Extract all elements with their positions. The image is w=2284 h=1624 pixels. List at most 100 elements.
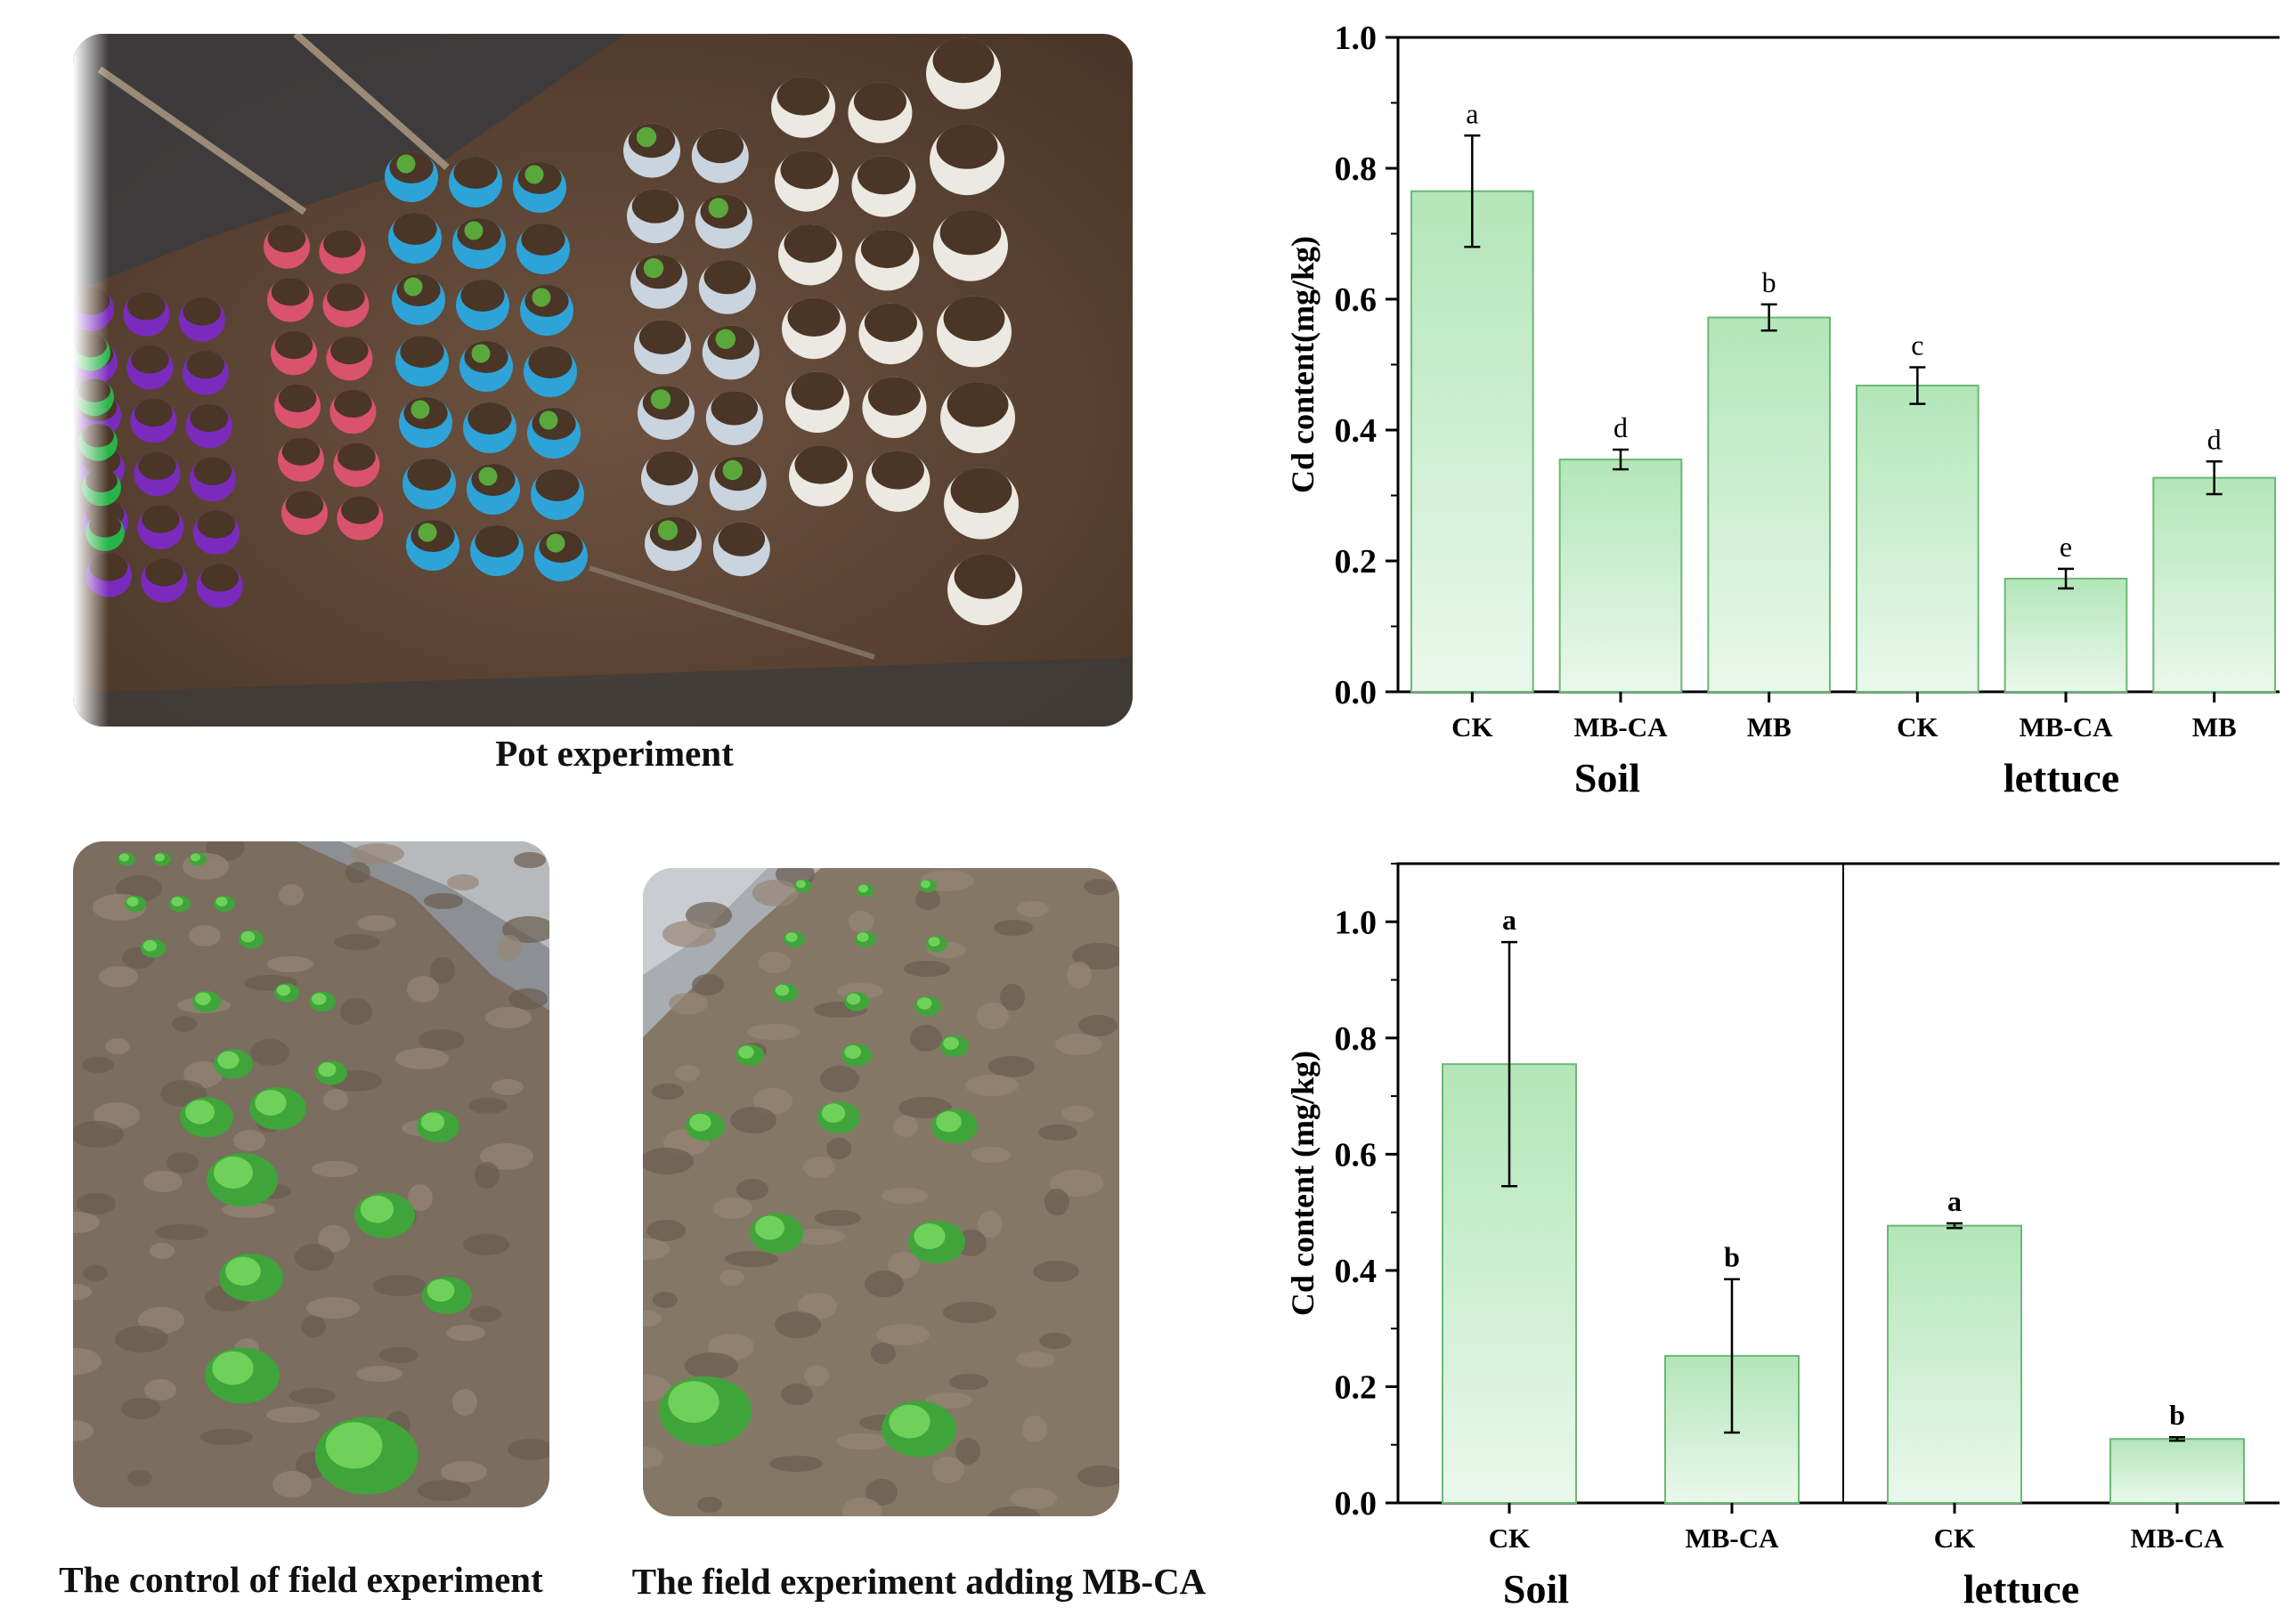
lettuce-leaf (276, 984, 291, 996)
soil-clod (1084, 879, 1116, 895)
lettuce-leaf (325, 1422, 383, 1469)
pot-soil (703, 260, 752, 295)
soil-clod (289, 1388, 336, 1404)
soil-clod (144, 1379, 176, 1401)
soil-clod (199, 1429, 253, 1445)
soil-clod (747, 1024, 801, 1040)
lettuce-leaf (755, 1215, 784, 1240)
soil-clod (898, 1097, 952, 1118)
soil-clod (222, 1202, 275, 1218)
group-label: Soil (1574, 755, 1640, 800)
soil-clod (379, 1347, 419, 1363)
bar (1707, 316, 1832, 693)
seedling (418, 523, 437, 542)
soil-clod (279, 884, 304, 905)
soil-clod (323, 1089, 348, 1110)
y-tick-label: 0.8 (1335, 150, 1378, 188)
pot-soil (334, 389, 372, 418)
pot-soil (200, 564, 240, 592)
soil-clod (318, 1225, 350, 1252)
soil-clod (373, 1275, 427, 1296)
y-tick-label: 0.4 (1335, 1253, 1378, 1290)
pot-soil (281, 437, 321, 466)
soil-clod (1044, 1189, 1069, 1215)
soil-clod (1011, 1488, 1057, 1509)
pot-soil (134, 399, 173, 427)
pot-soil (193, 457, 232, 485)
soil-clod (836, 1433, 890, 1449)
soil-clod (1039, 1333, 1071, 1349)
soil-clod (441, 1461, 487, 1482)
soil-clod (73, 1121, 124, 1148)
soil-clod (910, 1025, 942, 1052)
pot-soil (718, 522, 766, 556)
x-tick-label: CK (1489, 1522, 1531, 1554)
lettuce-leaf (225, 1256, 261, 1286)
soil-clod (1017, 901, 1049, 917)
field-control-caption: The control of field experiment (59, 1559, 543, 1600)
pot-soil (864, 303, 917, 342)
soil-clod (775, 1311, 821, 1338)
pot-soil (696, 128, 744, 164)
x-tick-label: CK (1451, 711, 1493, 743)
pot-soil (867, 377, 921, 416)
seedling (657, 520, 679, 540)
soil-clod (943, 1302, 996, 1323)
pot-soil (932, 37, 995, 84)
seedling (636, 126, 657, 148)
soil-clod (73, 1420, 93, 1441)
soil-clod (971, 1147, 1011, 1163)
y-tick-label: 0.0 (1335, 674, 1378, 711)
lettuce-leaf (921, 880, 931, 889)
soil-clod (842, 1498, 882, 1516)
pot-soil (183, 297, 222, 326)
pot-soil (947, 382, 1009, 427)
y-tick-label: 0.6 (1335, 1136, 1378, 1173)
pot-soil (393, 213, 437, 245)
soil-clod (233, 1130, 265, 1151)
soil-clod (646, 1220, 686, 1241)
soil-clod (469, 1306, 501, 1322)
lettuce-leaf (119, 853, 129, 862)
lettuce-leaf (857, 932, 869, 942)
soil-clod (1022, 1416, 1047, 1442)
lettuce-leaf (126, 897, 139, 906)
soil-clod (272, 1471, 312, 1498)
soil-clod (266, 1407, 320, 1423)
soil-clod (730, 1107, 776, 1133)
soil-clod (301, 1316, 326, 1337)
soil-clod (643, 1311, 662, 1327)
soil-clod (99, 966, 138, 987)
soil-clod (675, 1065, 700, 1081)
pot-soil (780, 150, 833, 190)
pot-soil (711, 391, 759, 426)
soil-clod (150, 1243, 175, 1259)
bar (2109, 1438, 2245, 1505)
soil-clod (978, 1211, 1003, 1238)
soil-clod (73, 1212, 100, 1233)
lettuce-leaf (943, 1036, 959, 1050)
x-tick-label: CK (1934, 1522, 1976, 1554)
pot-soil (853, 82, 906, 121)
lettuce-leaf (171, 897, 183, 906)
pot-soil (323, 230, 362, 258)
soil-clod (662, 921, 716, 947)
soil-clod (155, 1224, 208, 1240)
group-label: Soil (1503, 1566, 1569, 1612)
soil-clod (334, 934, 380, 950)
soil-clod (792, 1229, 845, 1245)
y-tick-label: 0.8 (1335, 1020, 1378, 1058)
pot-experiment-photo (73, 34, 1133, 727)
field-control-photo (73, 841, 549, 1507)
seedling (524, 165, 544, 184)
soil-clod (250, 1039, 289, 1066)
significance-letter: b (2169, 1399, 2185, 1431)
soil-clod (915, 889, 940, 910)
soil-clod (871, 1343, 896, 1364)
soil-clod (468, 1098, 508, 1114)
lettuce-leaf (689, 1113, 711, 1132)
significance-letter: a (1502, 904, 1516, 936)
soil-clod (769, 1456, 823, 1472)
soil-clod (988, 1056, 1035, 1077)
soil-clod (643, 1148, 694, 1174)
